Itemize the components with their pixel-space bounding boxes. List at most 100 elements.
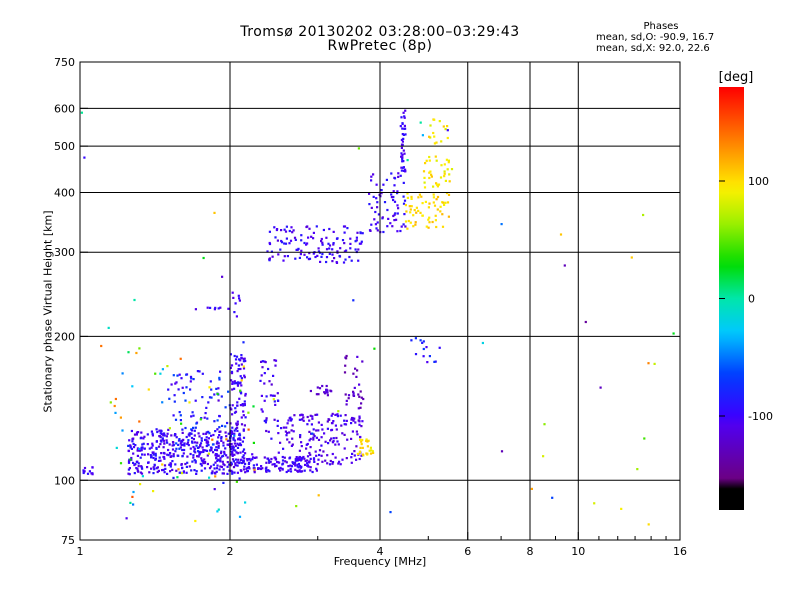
data-point	[293, 414, 296, 417]
data-point	[425, 346, 428, 349]
data-point	[231, 404, 234, 407]
data-point	[293, 236, 297, 239]
data-point	[241, 456, 244, 459]
data-point	[198, 453, 201, 456]
data-point	[178, 447, 181, 450]
data-point	[133, 298, 136, 302]
data-point	[234, 449, 237, 452]
data-point	[232, 446, 235, 449]
data-point	[232, 449, 235, 452]
data-point	[181, 466, 184, 469]
data-point	[290, 465, 294, 468]
data-point	[232, 296, 235, 299]
data-point	[434, 360, 437, 363]
data-point	[222, 481, 225, 484]
data-point	[341, 239, 345, 242]
data-point	[261, 467, 264, 470]
data-point	[226, 456, 229, 459]
data-point	[176, 476, 179, 479]
data-point	[179, 357, 182, 360]
data-point	[200, 457, 203, 460]
data-point	[436, 208, 439, 211]
data-point	[369, 452, 373, 455]
data-point	[397, 207, 400, 210]
y-tick-label: 500	[54, 140, 75, 153]
data-point	[297, 458, 300, 461]
data-point	[162, 434, 165, 437]
data-point	[175, 469, 178, 472]
data-point	[345, 457, 348, 460]
data-point	[450, 168, 454, 171]
data-point	[307, 236, 310, 239]
data-point	[127, 449, 130, 453]
data-point	[401, 166, 405, 169]
data-point	[376, 229, 379, 232]
data-point	[276, 239, 279, 242]
data-point	[184, 399, 187, 402]
data-point	[239, 442, 242, 445]
data-point	[200, 417, 203, 420]
x-tick-label: 2	[227, 545, 234, 558]
data-point	[166, 365, 169, 368]
data-point	[200, 437, 203, 440]
data-point	[358, 423, 361, 426]
data-point	[169, 452, 172, 455]
data-point	[414, 223, 417, 226]
data-point	[395, 218, 398, 221]
data-point	[129, 501, 132, 504]
data-point	[417, 196, 420, 199]
data-point	[187, 444, 190, 447]
data-point	[433, 118, 436, 121]
data-point	[249, 459, 252, 462]
data-point	[322, 450, 325, 453]
data-point	[303, 457, 306, 460]
data-point	[284, 460, 287, 463]
data-point	[446, 201, 450, 204]
data-point	[190, 432, 193, 435]
data-point	[359, 436, 362, 439]
data-point	[354, 367, 357, 370]
data-point	[224, 406, 227, 409]
data-point	[169, 465, 172, 468]
data-point	[196, 441, 199, 444]
data-point	[174, 382, 177, 385]
data-point	[344, 414, 347, 417]
data-point	[339, 463, 342, 466]
data-point	[139, 483, 142, 486]
data-point	[154, 458, 157, 461]
data-point	[283, 456, 286, 459]
data-point	[131, 495, 134, 498]
data-point	[271, 255, 274, 258]
data-point	[238, 461, 241, 464]
data-point	[260, 360, 263, 363]
data-point	[251, 456, 255, 459]
data-point	[302, 416, 305, 419]
data-point	[141, 443, 144, 446]
data-point	[248, 461, 251, 465]
data-point	[195, 470, 198, 473]
data-point	[181, 386, 184, 389]
data-point	[347, 397, 350, 400]
data-point	[368, 192, 371, 195]
data-point	[375, 197, 378, 200]
data-point	[216, 510, 219, 513]
data-point	[350, 461, 353, 464]
data-point	[225, 454, 228, 457]
data-point	[242, 468, 245, 471]
data-point	[298, 455, 301, 459]
data-point	[153, 464, 156, 467]
data-point	[359, 390, 362, 393]
data-point	[141, 467, 144, 470]
data-point	[230, 379, 233, 382]
data-point	[226, 461, 229, 464]
data-point	[132, 503, 135, 506]
data-point	[326, 420, 329, 423]
data-point	[327, 242, 330, 245]
data-point	[372, 195, 375, 198]
data-point	[148, 471, 151, 474]
data-point	[240, 379, 243, 382]
data-point	[227, 432, 230, 435]
data-point	[174, 433, 177, 436]
data-point	[351, 416, 354, 420]
data-point	[331, 461, 335, 464]
